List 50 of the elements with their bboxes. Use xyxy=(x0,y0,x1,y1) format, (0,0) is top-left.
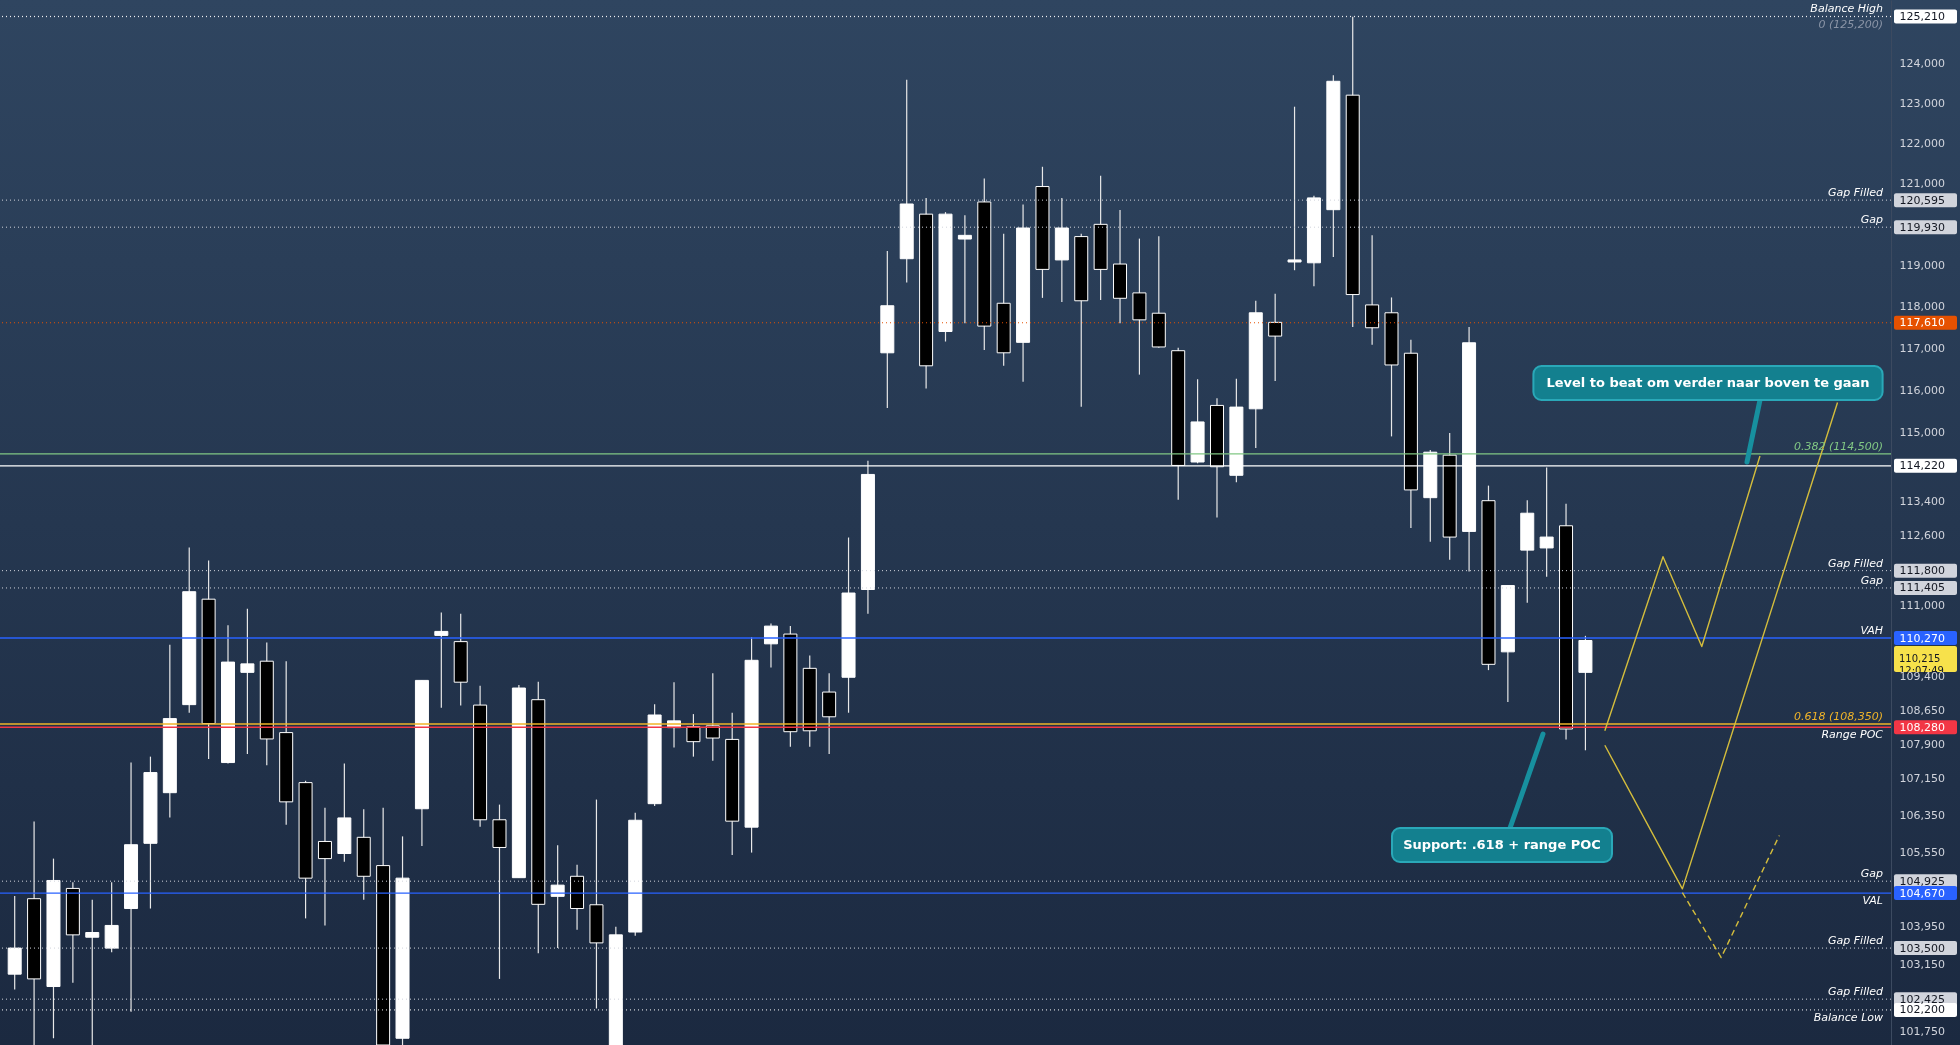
ref-line-label: VAL xyxy=(1862,894,1883,908)
ref-line-label: VAH xyxy=(1860,624,1883,638)
y-tick-label: 118,000 xyxy=(1899,300,1945,314)
y-tick-label: 112,600 xyxy=(1899,529,1945,543)
y-tick-label: 106,350 xyxy=(1899,808,1945,822)
ref-line-label: Gap Filled xyxy=(1828,934,1885,948)
ref-line-label: Gap xyxy=(1860,867,1884,881)
annotation: Support: .618 + range POC xyxy=(1403,837,1601,852)
ref-line-label: Gap Filled xyxy=(1828,556,1885,570)
y-tick-label: 108,650 xyxy=(1899,703,1945,717)
y-tick-label: 116,000 xyxy=(1899,383,1945,397)
y-tick-label: 125,210 xyxy=(1899,9,1945,23)
y-tick-label: 119,930 xyxy=(1899,220,1945,234)
y-tick-label: 105,550 xyxy=(1899,845,1945,859)
y-tick-label: 103,950 xyxy=(1899,920,1945,934)
y-tick-label: 121,000 xyxy=(1899,177,1945,191)
y-tick-label: 103,500 xyxy=(1899,941,1945,955)
ref-line-label: Gap xyxy=(1860,573,1884,587)
y-tick-label: 120,595 xyxy=(1899,193,1945,207)
y-tick-label: 103,150 xyxy=(1899,958,1945,972)
y-tick-label: 124,000 xyxy=(1899,57,1945,71)
y-tick-label: 113,400 xyxy=(1899,494,1945,508)
ref-line-label: Gap Filled xyxy=(1828,186,1885,200)
y-tick-label: 119,000 xyxy=(1899,258,1945,272)
ref-line-label: 0 (125,200) xyxy=(1818,17,1883,31)
y-tick-label: 115,000 xyxy=(1899,426,1945,440)
y-tick-label: 104,925 xyxy=(1899,874,1945,888)
ref-line-label: Gap xyxy=(1860,213,1884,227)
y-tick-label: 114,220 xyxy=(1899,459,1945,473)
y-tick-label: 101,750 xyxy=(1899,1025,1945,1039)
y-tick-label: 123,000 xyxy=(1899,97,1945,111)
ref-line-label: Balance High xyxy=(1810,2,1884,16)
y-tick-label: 110,270 xyxy=(1899,631,1945,645)
y-tick-label: 117,000 xyxy=(1899,341,1945,355)
y-tick-label: 108,280 xyxy=(1899,720,1945,734)
y-tick-label: 122,000 xyxy=(1899,136,1945,150)
ref-line-label: Range POC xyxy=(1821,728,1884,742)
y-tick-label: 117,610 xyxy=(1899,316,1945,330)
y-tick-label: 102,200 xyxy=(1899,1003,1945,1017)
y-tick-label: 107,900 xyxy=(1899,737,1945,751)
y-tick-label: 111,800 xyxy=(1899,564,1945,578)
y-tick-label: 111,000 xyxy=(1899,599,1945,613)
ref-line-label: Balance Low xyxy=(1813,1010,1883,1024)
y-tick-label: 111,405 xyxy=(1899,581,1945,595)
y-tick-label: 107,150 xyxy=(1899,772,1945,785)
y-tick-label: 104,670 xyxy=(1899,886,1945,900)
y-tick-label: 102,425 xyxy=(1899,992,1945,1006)
ref-line-label: 0.618 (108,350) xyxy=(1793,710,1883,724)
annotation: Level to beat om verder naar boven te gaan xyxy=(1546,375,1870,390)
ref-line-label: Gap Filled xyxy=(1828,985,1885,999)
